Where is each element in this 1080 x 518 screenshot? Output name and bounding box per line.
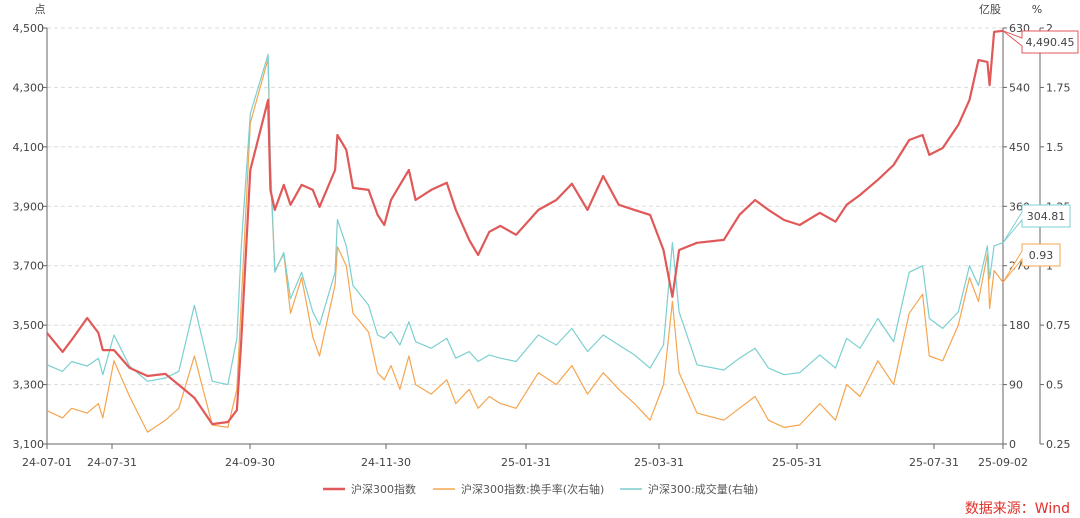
volume-last-value-label-box: [1002, 204, 1071, 244]
left-tick-label: 4,100: [13, 141, 45, 154]
secondary-right-tick-label: 0.25: [1046, 438, 1071, 451]
left-tick-label: 3,300: [13, 379, 45, 392]
secondary-right-axis-unit: %: [1032, 3, 1042, 16]
x-tick-label: 25-01-31: [501, 456, 551, 469]
left-tick-label: 4,300: [13, 81, 45, 94]
x-tick-label: 24-09-30: [225, 456, 275, 469]
legend-label: 沪深300指数: [351, 482, 416, 496]
x-tick-label: 25-07-31: [909, 456, 959, 469]
index-line: [46, 29, 1004, 426]
right-axis-unit: 亿股: [979, 3, 1001, 16]
right-tick-label: 90: [1009, 379, 1023, 392]
right-tick-label: 450: [1009, 141, 1030, 154]
x-tick-label: 25-05-31: [772, 456, 822, 469]
turnover-last-value-label: 0.93: [1029, 249, 1054, 262]
left-axis-unit: 点: [35, 3, 46, 16]
left-tick-label: 3,100: [13, 438, 45, 451]
x-tick-label: 25-03-31: [634, 456, 684, 469]
legend-label: 沪深300指数:换手率(次右轴): [461, 482, 604, 496]
data-source: 数据来源：Wind: [964, 501, 1070, 517]
volume-line: [46, 53, 1004, 386]
left-tick-label: 4,500: [13, 22, 45, 35]
x-tick-label: 24-11-30: [361, 456, 411, 469]
left-tick-label: 3,900: [13, 200, 45, 213]
legend-label: 沪深300:成交量(右轴): [648, 482, 758, 496]
x-tick-label: 24-07-01: [22, 456, 72, 469]
secondary-right-tick-label: 0.5: [1046, 379, 1064, 392]
secondary-right-tick-label: 1.75: [1046, 81, 1071, 94]
turnover-line: [46, 58, 1004, 433]
left-tick-label: 3,500: [13, 319, 45, 332]
x-tick-label: 25-09-02: [978, 456, 1028, 469]
right-tick-label: 180: [1009, 319, 1030, 332]
index-last-value-label: 4,490.45: [1026, 36, 1075, 49]
turnover-last-value-label-box: [1002, 243, 1061, 283]
left-tick-label: 3,700: [13, 260, 45, 273]
secondary-right-tick-label: 1.5: [1046, 141, 1064, 154]
secondary-right-tick-label: 0.75: [1046, 319, 1071, 332]
right-tick-label: 540: [1009, 81, 1030, 94]
index-last-value-label-box: [1002, 30, 1079, 54]
volume-last-value-label: 304.81: [1027, 210, 1066, 223]
right-tick-label: 0: [1009, 438, 1016, 451]
secondary-right-tick-label: 2: [1046, 22, 1053, 35]
x-tick-label: 24-07-31: [87, 456, 137, 469]
